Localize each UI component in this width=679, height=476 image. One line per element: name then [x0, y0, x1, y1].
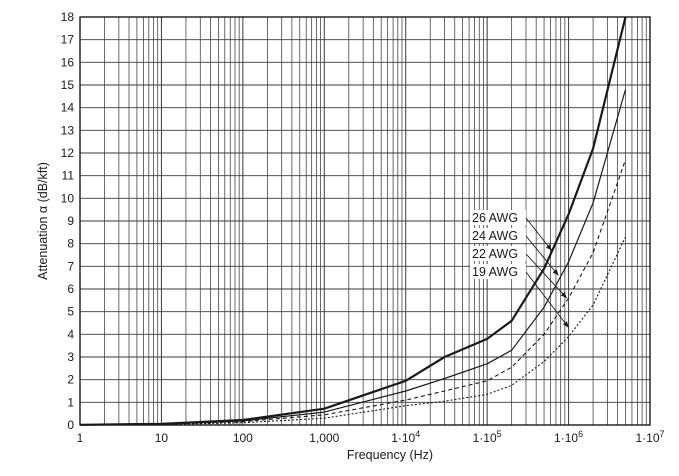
x-tick-label: 1,000 — [309, 431, 339, 445]
plot-border — [79, 16, 651, 426]
annotation-leader — [525, 253, 568, 299]
annotation-arrowhead — [560, 291, 567, 299]
y-tick-label: 6 — [67, 282, 74, 296]
y-tick-label: 12 — [61, 146, 75, 160]
x-tick-label: 1·105 — [473, 429, 502, 445]
annotation-leader — [525, 235, 559, 276]
annotation-arrowhead — [552, 269, 559, 276]
y-tick-label: 14 — [61, 101, 75, 115]
y-tick-label: 18 — [61, 10, 75, 24]
x-tick-label: 1 — [77, 431, 84, 445]
annotation-arrowhead — [545, 244, 552, 251]
y-tick-label: 17 — [61, 33, 75, 47]
y-tick-label: 1 — [67, 395, 74, 409]
series-line-24-awg — [79, 89, 627, 426]
annotation-label-bg — [470, 228, 526, 243]
annotation-label-bg — [470, 210, 526, 225]
series-lines — [79, 16, 627, 426]
y-tick-label: 2 — [67, 373, 74, 387]
series-line-22-awg — [79, 159, 627, 426]
y-axis-title: Attenuation α (dB/kft) — [36, 162, 50, 280]
y-tick-label: 10 — [61, 191, 75, 205]
annotation-label: 26 AWG — [472, 211, 518, 225]
y-tick-label: 9 — [67, 214, 74, 228]
plot-frame — [79, 16, 651, 426]
y-tick-label: 11 — [62, 169, 75, 183]
annotation-label: 22 AWG — [472, 247, 518, 261]
y-tick-label: 0 — [67, 418, 74, 432]
series-line-19-awg — [79, 236, 626, 426]
y-tick-label: 4 — [67, 327, 74, 341]
y-tick-label: 3 — [67, 350, 74, 364]
y-tick-label: 16 — [61, 55, 75, 69]
x-tick-label: 1·107 — [635, 429, 664, 445]
x-tick-label: 10 — [155, 431, 169, 445]
annotation-leader — [525, 217, 553, 251]
annotation-leader — [525, 271, 569, 328]
y-tick-label: 5 — [67, 305, 74, 319]
x-tick-label: 100 — [233, 431, 253, 445]
y-tick-label: 13 — [61, 123, 75, 137]
annotation-label-bg — [470, 264, 526, 279]
x-axis-title: Frequency (Hz) — [347, 448, 433, 462]
annotation-label: 24 AWG — [472, 229, 518, 243]
y-tick-label: 8 — [67, 237, 74, 251]
x-tick-label: 1·104 — [391, 429, 420, 445]
annotation-label-bg — [470, 246, 526, 261]
series-line-26-awg — [79, 16, 627, 426]
y-tick-label: 15 — [61, 78, 75, 92]
annotation-arrowhead — [562, 321, 569, 328]
x-tick-label: 1·106 — [554, 429, 583, 445]
y-tick-label: 7 — [67, 259, 74, 273]
series-annotations: 26 AWG 24 AWG 22 AWG 19 AWG — [470, 210, 569, 328]
annotation-label: 19 AWG — [472, 265, 518, 279]
